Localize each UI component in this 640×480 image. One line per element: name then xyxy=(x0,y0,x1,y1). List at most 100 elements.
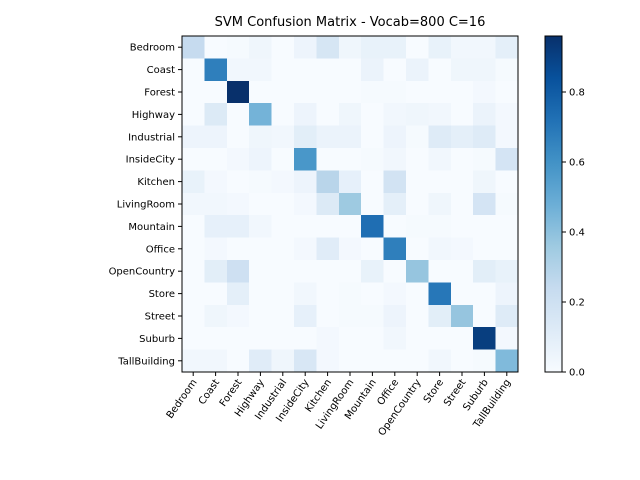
y-tick-label: Industrial xyxy=(128,132,175,143)
heatmap-cell xyxy=(450,58,474,82)
heatmap-cell xyxy=(361,349,384,373)
heatmap-cell xyxy=(361,148,384,171)
heatmap-cell xyxy=(450,349,474,373)
y-tick-label: Forest xyxy=(144,88,175,99)
heatmap-cell xyxy=(182,349,205,373)
heatmap-cell xyxy=(271,349,295,373)
heatmap-cell xyxy=(361,304,384,328)
heatmap-cell xyxy=(383,58,407,82)
heatmap-cell xyxy=(249,304,272,328)
heatmap-cell xyxy=(338,80,362,104)
heatmap-cell xyxy=(450,237,474,261)
heatmap-cell xyxy=(406,237,429,261)
heatmap-cell xyxy=(182,304,205,328)
heatmap-cell xyxy=(406,80,429,104)
heatmap-cell xyxy=(204,260,228,283)
heatmap-cell xyxy=(294,192,317,216)
heatmap-cell xyxy=(338,237,362,261)
heatmap-cell xyxy=(182,58,205,82)
heatmap-cell xyxy=(182,125,205,149)
heatmap-cell xyxy=(294,36,317,59)
heatmap-cell xyxy=(204,125,228,149)
heatmap-cell xyxy=(316,304,340,328)
heatmap-cell xyxy=(383,304,407,328)
heatmap-cell xyxy=(495,327,519,350)
y-tick-label: TallBuilding xyxy=(117,356,175,367)
heatmap-cell xyxy=(316,192,340,216)
heatmap-cell xyxy=(182,148,205,171)
heatmap-cell xyxy=(316,327,340,350)
heatmap-cell xyxy=(383,327,407,350)
heatmap-cell xyxy=(294,260,317,283)
heatmap-cell xyxy=(428,125,452,149)
heatmap-cell xyxy=(294,237,317,261)
heatmap-cell xyxy=(473,237,496,261)
heatmap-cell xyxy=(338,58,362,82)
heatmap-cell xyxy=(249,237,272,261)
heatmap-cell xyxy=(294,304,317,328)
heatmap-cell xyxy=(226,327,250,350)
heatmap-cell xyxy=(361,80,384,104)
heatmap-cell xyxy=(271,192,295,216)
heatmap-cell xyxy=(249,125,272,149)
heatmap-cell xyxy=(495,125,519,149)
heatmap-cell xyxy=(338,125,362,149)
heatmap-cell xyxy=(406,148,429,171)
heatmap-cell xyxy=(316,80,340,104)
heatmap-cell xyxy=(271,304,295,328)
heatmap-cell xyxy=(428,260,452,283)
heatmap-cell xyxy=(271,237,295,261)
heatmap-cell xyxy=(182,260,205,283)
heatmap-cell xyxy=(361,170,384,194)
heatmap-cell xyxy=(226,170,250,194)
heatmap-cell xyxy=(271,58,295,82)
heatmap-cell xyxy=(406,282,429,306)
heatmap-cell xyxy=(428,237,452,261)
heatmap-cell xyxy=(338,260,362,283)
heatmap-cell xyxy=(495,148,519,171)
heatmap-cell xyxy=(226,237,250,261)
heatmap-cell xyxy=(383,125,407,149)
heatmap-cell xyxy=(473,148,496,171)
y-tick-label: InsideCity xyxy=(126,155,175,166)
heatmap-cell xyxy=(226,215,250,238)
heatmap-cell xyxy=(316,103,340,126)
heatmap-cell xyxy=(226,148,250,171)
heatmap-cell xyxy=(428,215,452,238)
heatmap-cell xyxy=(182,192,205,216)
heatmap-cell xyxy=(226,192,250,216)
y-axis-ticks: Bedroom Coast Forest Highway Industrial Insid… xyxy=(109,43,182,367)
heatmap-cell xyxy=(182,237,205,261)
heatmap-cell xyxy=(450,80,474,104)
heatmap-cell xyxy=(495,349,519,373)
heatmap-cell xyxy=(249,58,272,82)
heatmap-cell xyxy=(271,36,295,59)
y-tick-label: Kitchen xyxy=(137,177,175,188)
y-tick-label: Office xyxy=(146,244,175,255)
heatmap-cell xyxy=(428,36,452,59)
heatmap-cell xyxy=(271,327,295,350)
heatmap-cell xyxy=(204,148,228,171)
heatmap-cell xyxy=(316,260,340,283)
heatmap-cell xyxy=(204,103,228,126)
heatmap-cell xyxy=(182,80,205,104)
y-tick-label: Store xyxy=(149,289,175,300)
heatmap-cell xyxy=(473,125,496,149)
heatmap-cell xyxy=(316,215,340,238)
heatmap-cell xyxy=(383,36,407,59)
heatmap-cell xyxy=(495,282,519,306)
heatmap-cell xyxy=(495,215,519,238)
heatmap-cell xyxy=(361,36,384,59)
heatmap-cell xyxy=(406,125,429,149)
heatmap-cell xyxy=(428,103,452,126)
heatmap-cell xyxy=(226,80,250,104)
heatmap-cell xyxy=(361,237,384,261)
heatmap-cell xyxy=(249,327,272,350)
heatmap-cell xyxy=(226,304,250,328)
heatmap-cell xyxy=(204,237,228,261)
heatmap-cell xyxy=(316,36,340,59)
heatmap-cell xyxy=(204,170,228,194)
heatmap-cell xyxy=(338,192,362,216)
heatmap-cell xyxy=(338,103,362,126)
heatmap-cell xyxy=(406,103,429,126)
